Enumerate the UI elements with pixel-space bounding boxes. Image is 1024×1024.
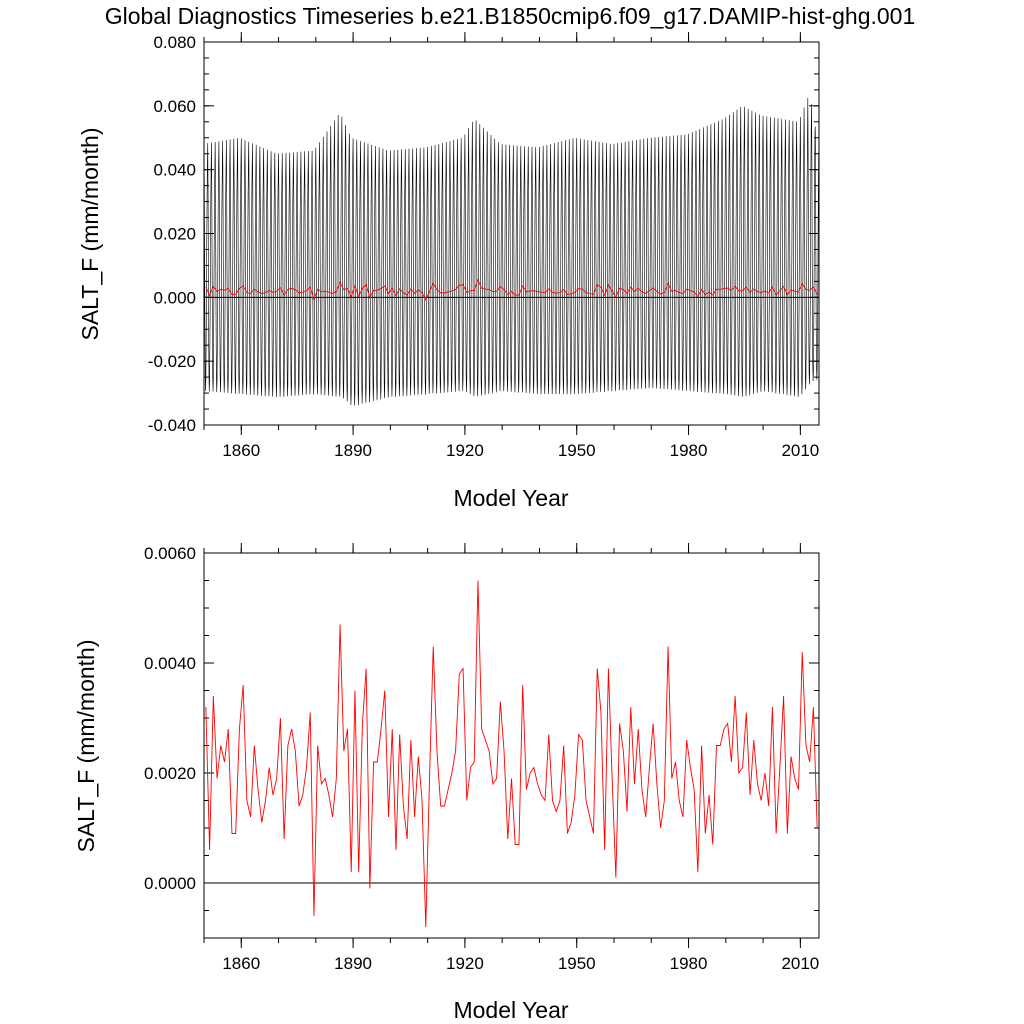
y-tick-label: 0.0000 (144, 874, 196, 893)
bottom-y-axis: 0.0000 0.0020 0.0040 0.0060 (144, 544, 819, 939)
bottom-annual-mean-series (205, 580, 818, 928)
bottom-plot-frame (203, 552, 820, 939)
y-tick-label: -0.020 (148, 352, 196, 371)
top-x-axis: 1860 1890 1920 1950 1980 2010 (203, 32, 819, 460)
x-tick-label: 1890 (334, 441, 372, 460)
x-tick-label: 1980 (670, 954, 708, 973)
x-tick-label: 1980 (670, 441, 708, 460)
y-tick-label: 0.0060 (144, 544, 196, 563)
bottom-y-axis-label: SALT_F (mm/month) (73, 640, 99, 853)
x-tick-label: 1950 (558, 441, 596, 460)
bottom-x-axis-label: Model Year (453, 997, 568, 1023)
y-tick-label: 0.000 (153, 288, 196, 307)
x-tick-label: 1920 (446, 954, 484, 973)
annual-mean-line (205, 580, 818, 928)
monthly-series-line (203, 97, 819, 406)
y-tick-label: 0.0020 (144, 764, 196, 783)
y-tick-label: 0.020 (153, 225, 196, 244)
x-tick-label: 2010 (781, 441, 819, 460)
x-tick-label: 1890 (334, 954, 372, 973)
top-y-axis-label: SALT_F (mm/month) (77, 128, 103, 341)
x-tick-label: 1920 (446, 441, 484, 460)
top-panel: -0.040 -0.020 0.000 0.020 0.040 0.060 0.080 18… (77, 32, 820, 511)
y-tick-label: 0.0040 (144, 654, 196, 673)
x-tick-label: 1860 (222, 441, 260, 460)
top-x-axis-label: Model Year (453, 485, 568, 511)
x-tick-label: 1860 (222, 954, 260, 973)
top-y-axis: -0.040 -0.020 0.000 0.020 0.040 0.060 0.080 (148, 33, 819, 435)
y-tick-label: 0.080 (153, 33, 196, 52)
figure-title: Global Diagnostics Timeseries b.e21.B185… (105, 3, 916, 29)
bottom-x-axis: 1860 1890 1920 1950 1980 2010 (203, 543, 819, 973)
top-annual-mean-series (205, 278, 818, 301)
bottom-panel: 0.0000 0.0020 0.0040 0.0060 1860 1890 1920 195… (73, 543, 820, 1023)
x-tick-label: 2010 (781, 954, 819, 973)
x-tick-label: 1950 (558, 954, 596, 973)
y-tick-label: 0.040 (153, 161, 196, 180)
top-monthly-series (203, 97, 819, 406)
y-tick-label: 0.060 (153, 97, 196, 116)
annual-mean-line (205, 278, 818, 301)
y-tick-label: -0.040 (148, 416, 196, 435)
